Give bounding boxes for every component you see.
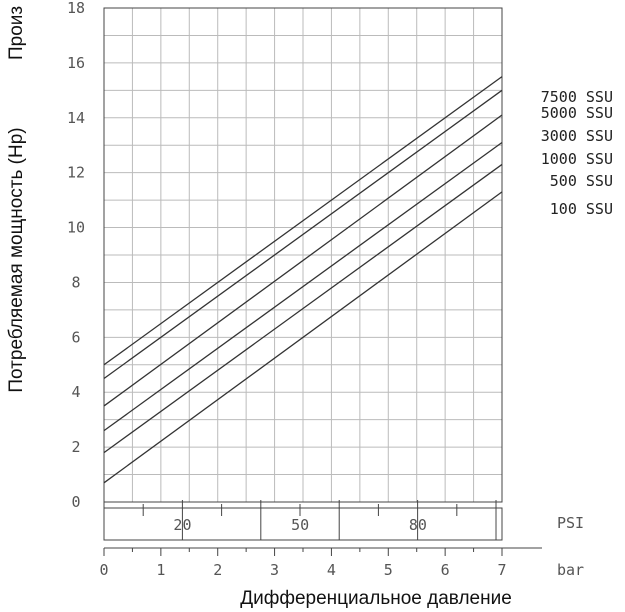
series-label: 3000 SSU (541, 127, 613, 145)
bar-axis: 0 1 2 3 4 5 6 7 (99, 547, 542, 579)
x-tick-label: 6 (441, 561, 450, 579)
y-tick-label: 4 (71, 383, 80, 401)
x-tick-label: 2 (213, 561, 222, 579)
y-axis-title-clipped: Произ (6, 6, 27, 60)
series-line (103, 141, 503, 432)
y-tick-label: 10 (67, 219, 85, 237)
series-label: 500 SSU (550, 172, 613, 190)
y-tick-label: 12 (67, 164, 85, 182)
y-tick-label: 0 (71, 493, 80, 511)
series-label: 100 SSU (550, 200, 613, 218)
x-tick-label: 4 (327, 561, 336, 579)
x-tick-label: 7 (497, 561, 506, 579)
psi-scale: 20 50 80 (103, 500, 503, 541)
psi-tick-label: 50 (291, 516, 309, 534)
y-tick-label: 6 (71, 328, 80, 346)
psi-tick-label: 80 (409, 516, 427, 534)
y-axis: 0 2 4 6 8 10 12 14 16 18 (67, 0, 85, 511)
x-axis-title: Дифференциальное давление (240, 588, 512, 609)
y-tick-label: 14 (67, 109, 85, 127)
series-line (103, 114, 503, 407)
x-tick-label: 5 (384, 561, 393, 579)
y-tick-label: 18 (67, 0, 85, 17)
psi-unit-label: PSI (557, 514, 584, 532)
series-line (103, 163, 503, 454)
x-tick-label: 3 (270, 561, 279, 579)
series-line (103, 89, 503, 380)
series-label: 1000 SSU (541, 150, 613, 168)
psi-tick-label: 20 (173, 516, 191, 534)
x-tick-label: 0 (99, 561, 108, 579)
series-label: 5000 SSU (541, 104, 613, 122)
series-label: 7500 SSU (541, 88, 613, 106)
series-lines (103, 76, 503, 484)
x-tick-label: 1 (156, 561, 165, 579)
plot-frame (103, 7, 503, 503)
y-tick-label: 16 (67, 54, 85, 72)
grid (103, 7, 503, 503)
y-tick-label: 8 (71, 273, 80, 291)
series-line (103, 76, 503, 366)
y-axis-title: Потребляемая мощность (Hp) (6, 127, 27, 392)
series-line (103, 191, 503, 484)
y-tick-label: 2 (71, 438, 80, 456)
bar-unit-label: bar (557, 561, 584, 579)
